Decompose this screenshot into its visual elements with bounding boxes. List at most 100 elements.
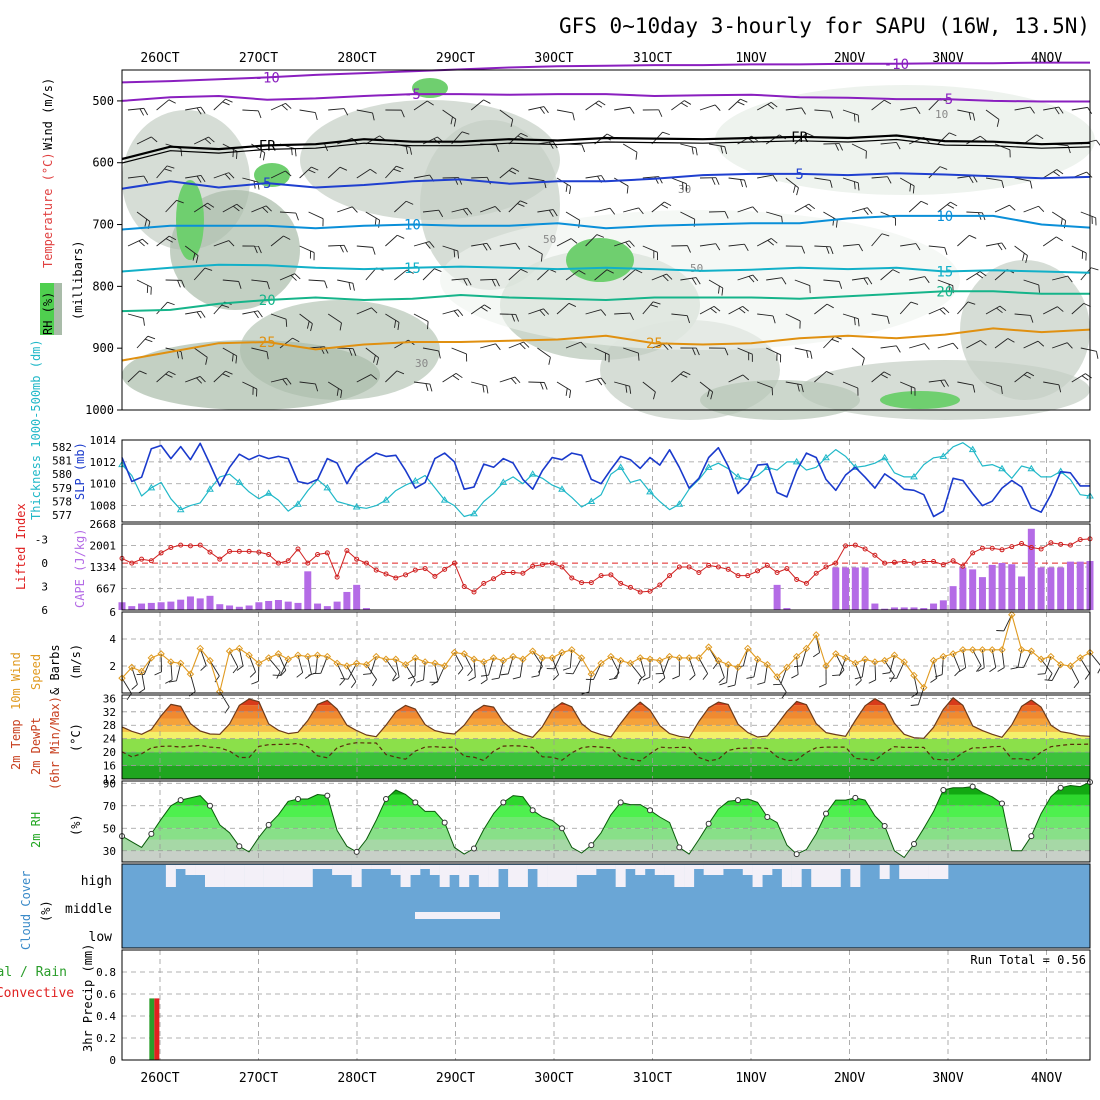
y-tick-label-left: 0 (41, 557, 48, 570)
wind-barb (299, 109, 318, 121)
barb-staff (385, 370, 398, 383)
barb-staff (442, 245, 458, 252)
barb-staff (688, 657, 696, 676)
barb-flag (543, 382, 548, 390)
y-label-minmax: (6hr Min/Max) (48, 696, 62, 790)
cloud-gap (449, 865, 460, 875)
barb-staff (928, 379, 945, 383)
barb-flag (228, 172, 235, 179)
thickness-marker (382, 496, 390, 503)
barb-flag (1037, 340, 1045, 347)
barb-flag (1085, 252, 1087, 261)
barb-staff (642, 381, 656, 393)
wind-barb (871, 313, 890, 324)
wind-marker (235, 644, 244, 653)
barb-staff (880, 345, 897, 349)
wind-barb (889, 661, 905, 679)
barb-staff (814, 303, 828, 315)
wind-marker (1037, 655, 1045, 663)
barb-staff (785, 177, 799, 189)
wind-barb (622, 143, 638, 160)
barb-flag (570, 238, 578, 244)
barb-flag (835, 219, 838, 228)
rh-contour-label: 50 (543, 233, 556, 246)
panel-frame (121, 523, 1091, 611)
wind-barb (193, 202, 215, 213)
barb-staff (1071, 373, 1086, 383)
barb-flag (548, 141, 554, 149)
barb-flag (562, 667, 571, 671)
barb-flag (195, 255, 199, 264)
barb-flag (581, 144, 586, 153)
barb-staff (671, 371, 684, 383)
barb-staff (909, 276, 925, 281)
barb-flag (176, 350, 179, 359)
wind-barb (794, 279, 811, 294)
cape-bar (196, 598, 204, 610)
barb-staff (213, 240, 229, 247)
barb-flag (779, 354, 782, 363)
wind-barb (757, 174, 778, 182)
barb-staff (556, 109, 573, 114)
barb-flag (165, 238, 173, 243)
barb-flag (405, 146, 409, 154)
cloud-gap (439, 865, 450, 887)
barb-flag (808, 203, 816, 210)
y-tick-label-left: 581 (52, 455, 72, 468)
barb-flag (322, 218, 324, 227)
barb-flag (914, 388, 916, 396)
barb-staff (279, 211, 296, 214)
cloud-gap (850, 865, 861, 887)
rh-band-group (122, 782, 1090, 862)
barb-flag (282, 378, 288, 386)
wind-barb (299, 313, 313, 332)
barb-flag (166, 165, 175, 169)
barb-staff (794, 203, 809, 213)
barb-staff (585, 100, 600, 111)
li-marker (129, 560, 135, 566)
barb-staff (957, 109, 974, 114)
barb-flag (880, 374, 888, 379)
barb-flag (1066, 342, 1073, 349)
barb-staff (268, 657, 281, 673)
barb-flag (491, 677, 500, 680)
barb-flag (853, 181, 856, 190)
barb-staff (718, 660, 725, 678)
barb-flag (737, 101, 745, 106)
wind-barb (737, 274, 759, 283)
barb-flag (976, 273, 984, 279)
barb-flag (715, 177, 720, 185)
thickness-marker (822, 453, 830, 461)
barb-flag (546, 668, 555, 670)
barb-flag (1010, 667, 1019, 670)
y-label-temp: Temperature (°C) (41, 152, 55, 268)
barb-flag (910, 301, 919, 305)
wind-marker (137, 667, 146, 676)
barb-flag (294, 148, 297, 157)
barb-flag (629, 312, 634, 321)
cloud-gap (879, 865, 890, 879)
barb-staff (347, 663, 358, 680)
barb-flag (685, 183, 688, 192)
panel-bg (122, 440, 1090, 522)
y-label-convective: Convective (0, 986, 74, 1001)
li-marker (1038, 546, 1044, 552)
li-marker (197, 542, 203, 548)
barb-flag (208, 136, 215, 143)
barb-staff (871, 371, 885, 383)
li-marker (823, 564, 829, 570)
barb-staff (199, 648, 207, 666)
li-marker (178, 542, 184, 548)
barb-flag (285, 170, 292, 177)
barb-flag (483, 99, 491, 104)
wind-barb (463, 653, 473, 677)
barb-flag (467, 278, 472, 286)
barb-flag (682, 182, 684, 190)
barb-flag (801, 107, 806, 115)
barb-staff (1014, 313, 1031, 316)
barb-flag (225, 98, 233, 103)
cloud-gap (723, 865, 734, 869)
wind-marker (294, 651, 302, 659)
panel-frame (121, 949, 1091, 1061)
barb-staff (899, 177, 915, 187)
